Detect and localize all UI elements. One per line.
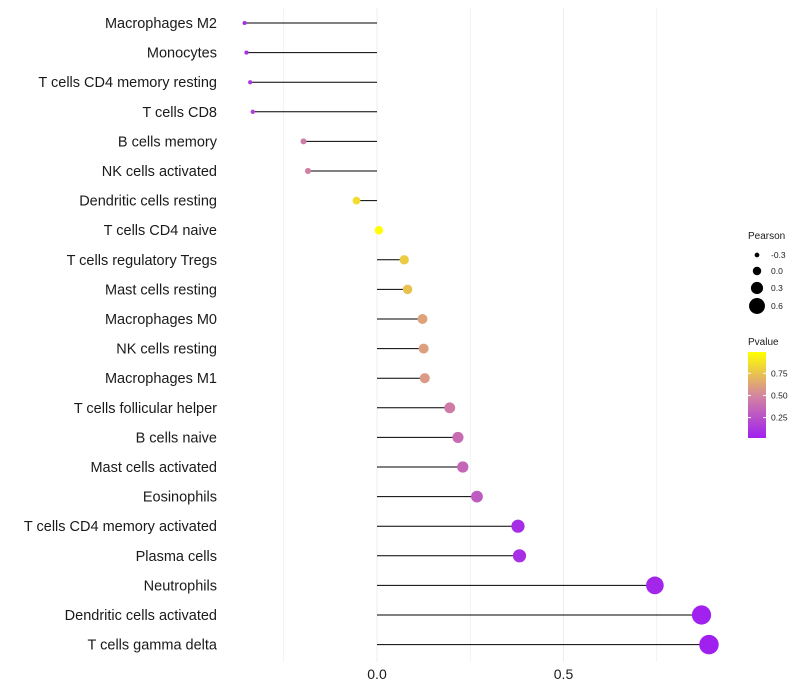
size-legend-key [754, 252, 760, 258]
lollipop-point [417, 314, 428, 324]
lollipop-point [244, 50, 249, 55]
size-legend-label: 0.0 [771, 266, 783, 276]
lollipop-point [646, 576, 664, 595]
lollipop-point [402, 284, 413, 295]
size-legend-key [752, 266, 762, 276]
legend: Pearson -0.3 0.0 0.3 0.6 Pvalue 0.25 0.50 0.7… [748, 231, 788, 438]
size-legend-key [750, 281, 764, 295]
lollipop-point [250, 109, 255, 114]
category-label: Mast cells activated [90, 460, 217, 476]
lollipop-point [511, 519, 525, 533]
category-label: Macrophages M2 [105, 16, 217, 32]
lollipop-point [352, 196, 361, 205]
lollipop-stems [244, 22, 709, 646]
category-label: T cells gamma delta [88, 638, 218, 654]
x-axis-tick-labels: 0.0 0.5 [367, 666, 573, 682]
category-axis-labels: Macrophages M2 Monocytes T cells CD4 memor… [24, 16, 218, 654]
category-label: Eosinophils [143, 490, 217, 506]
category-label: Dendritic cells activated [65, 608, 217, 624]
category-label: Neutrophils [144, 578, 217, 594]
lollipop-points [242, 20, 719, 655]
category-label: T cells CD4 naive [104, 223, 217, 239]
lollipop-point [699, 634, 719, 655]
lollipop-point [691, 605, 712, 625]
category-label: T cells CD8 [142, 105, 217, 121]
size-legend-label: 0.3 [771, 283, 783, 293]
category-label: Macrophages M1 [105, 371, 217, 387]
size-legend-label: -0.3 [771, 250, 786, 260]
lollipop-point [457, 461, 469, 473]
category-label: Mast cells resting [105, 282, 217, 298]
category-label: Monocytes [147, 46, 217, 62]
category-label: B cells naive [136, 430, 217, 446]
color-legend-title: Pvalue [748, 337, 779, 348]
category-label: Plasma cells [136, 549, 217, 565]
lollipop-point [419, 373, 430, 384]
category-label: NK cells activated [102, 164, 217, 180]
grid-lines [283, 8, 658, 662]
category-label: T cells CD4 memory activated [24, 519, 217, 535]
x-tick-label: 0.5 [554, 666, 574, 682]
category-label: T cells regulatory Tregs [67, 253, 217, 269]
lollipop-point [242, 20, 247, 26]
category-label: NK cells resting [116, 342, 217, 358]
pvalue-colorbar [748, 352, 766, 438]
category-label: Dendritic cells resting [79, 194, 217, 210]
category-label: Macrophages M0 [105, 312, 217, 328]
size-legend-items: -0.3 0.0 0.3 0.6 [749, 250, 786, 314]
lollipop-point [399, 255, 409, 265]
lollipop-point [300, 138, 307, 145]
lollipop-point [471, 490, 483, 503]
lollipop-point [452, 431, 464, 443]
lollipop-point [444, 402, 456, 414]
lollipop-point [304, 167, 312, 175]
lollipop-point [374, 225, 384, 235]
colorbar-ticks: 0.25 0.50 0.75 [748, 368, 788, 423]
category-label: T cells CD4 memory resting [38, 75, 217, 91]
colorbar-tick-label: 0.75 [771, 368, 788, 378]
category-label: T cells follicular helper [74, 401, 217, 417]
lollipop-point [248, 80, 253, 85]
lollipop-point [418, 343, 429, 354]
lollipop-point [512, 549, 527, 563]
size-legend-key [749, 298, 765, 314]
colorbar-tick-label: 0.50 [771, 390, 788, 400]
x-tick-label: 0.0 [367, 666, 387, 682]
colorbar-tick-label: 0.25 [771, 413, 788, 423]
size-legend-label: 0.6 [771, 301, 783, 311]
size-legend-title: Pearson [748, 231, 785, 242]
category-label: B cells memory [118, 134, 218, 150]
